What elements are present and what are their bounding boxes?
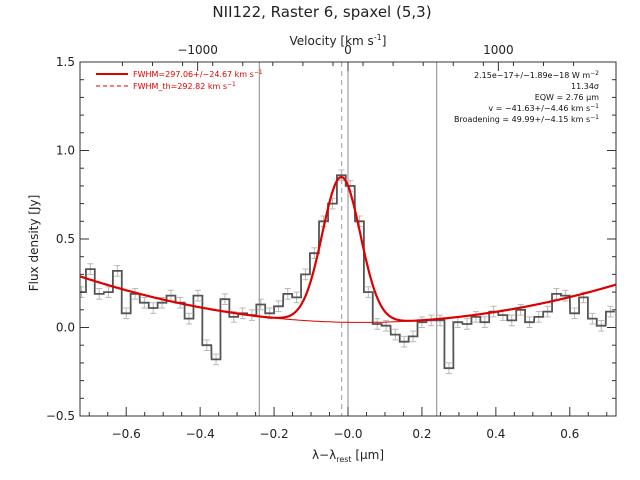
spectrum-point	[259, 303, 262, 306]
x-tick-label: 0.2	[412, 427, 431, 441]
spectrum-point	[573, 312, 576, 315]
x-axis-label-sub: rest	[336, 455, 351, 464]
plot-area: −0.6 −0.4 −0.2 −0.0 0.2 0.4 0.6 −0.5 0.0 0.5 1.0 1.…	[46, 43, 617, 441]
spectrum-point	[349, 185, 352, 187]
spectrum-point	[215, 358, 217, 361]
spectrum-point	[385, 324, 387, 327]
x-tick-label: −0.4	[186, 427, 215, 441]
spectrum-point	[448, 367, 450, 370]
top-tick-label: 0	[344, 43, 352, 57]
spectrum-point	[483, 321, 486, 323]
spectrum-point	[295, 296, 298, 299]
top-axis-label-end: ]	[382, 34, 387, 48]
legend-label: FWHM_th=292.82 km s−1	[133, 81, 236, 91]
annotation-text: v = −41.63+/−4.46 km s−1	[488, 103, 599, 113]
x-tick-label: 0.4	[486, 427, 505, 441]
spectrum-step-line	[80, 174, 615, 370]
spectrum-point	[224, 298, 226, 300]
svg-text:Velocity [km s-1]: Velocity [km s-1]	[290, 33, 387, 48]
spectrum-point	[331, 202, 334, 205]
y-axis-label: Flux density [Jy]	[27, 195, 41, 292]
x-tick-label: 0.6	[560, 427, 579, 441]
plot-clip-group	[80, 169, 616, 375]
spectrum-point	[188, 317, 190, 320]
y-tick-label: 1.5	[56, 55, 75, 69]
annotation-text: Broadening = 49.99+/−4.15 km s−1	[454, 114, 599, 124]
spectrum-point	[197, 294, 199, 297]
annotations: 2.15e−17+/−1.89e−18 W m−2 11.34σ EQW = 2.7…	[454, 70, 599, 124]
legend-label: FWHM=297.06+/−24.67 km s−1	[133, 69, 263, 79]
spectrum-point	[456, 321, 459, 323]
spectrum-point	[143, 301, 146, 304]
spectrum-point	[537, 316, 540, 318]
top-tick-label: −1000	[177, 43, 218, 57]
x-axis-label: λ−λrest [μm]	[312, 448, 384, 464]
spectrum-point	[376, 323, 379, 325]
spectrum-point	[502, 314, 504, 316]
spectrum-point	[152, 307, 154, 309]
spectrum-point	[439, 319, 441, 322]
spectrum-point	[313, 252, 316, 254]
spectrum-point	[403, 340, 405, 343]
spectrum-point	[412, 335, 414, 338]
spectrum-point	[286, 293, 289, 295]
annotation-text: EQW = 2.76 μm	[535, 93, 599, 102]
spectrum-point	[107, 291, 110, 293]
y-tick-label: 0.5	[56, 232, 75, 246]
spectrum-point	[367, 291, 370, 293]
x-axis-label-unit: [μm]	[352, 448, 385, 462]
x-axis-label-text: λ−λ	[312, 448, 336, 462]
x-tick-label: −0.2	[259, 427, 288, 441]
spectrum-point	[582, 296, 585, 299]
spectrum-point	[475, 316, 477, 318]
spectrum-point	[205, 344, 208, 347]
spectrum-point	[268, 312, 271, 315]
svg-text:λ−λrest [μm]: λ−λrest [μm]	[312, 448, 384, 464]
annotation-text: 11.34σ	[571, 82, 599, 91]
spectrum-point	[528, 321, 531, 323]
spectrum-point	[358, 220, 361, 223]
top-axis-label-text: Velocity [km s	[290, 34, 374, 48]
spectrum-point	[98, 293, 101, 295]
spectrum-point	[555, 293, 558, 295]
spectrum-point	[232, 316, 235, 318]
spectrum-point	[600, 324, 603, 327]
fit-total-line	[80, 175, 616, 322]
chart-title: NII122, Raster 6, spaxel (5,3)	[212, 3, 431, 21]
spectrum-point	[421, 321, 423, 323]
top-tick-label: 1000	[483, 43, 514, 57]
x-tick-label: −0.6	[112, 427, 141, 441]
x-tick-label: −0.0	[333, 427, 362, 441]
spectrum-point	[466, 323, 468, 325]
top-axis-label: Velocity [km s-1]	[290, 33, 387, 48]
annotation-text: 2.15e−17+/−1.89e−18 W m−2	[474, 70, 599, 80]
spectrum-point	[277, 305, 280, 308]
spectrum-point	[609, 310, 612, 313]
spectrum-point	[340, 174, 343, 177]
spectrum-point	[394, 333, 397, 336]
spectrum-point	[170, 294, 172, 297]
spectrum-point	[546, 310, 549, 313]
y-tick-label: −0.5	[46, 409, 75, 423]
spectrum-point	[125, 312, 128, 315]
spectrum-point	[564, 294, 567, 297]
spectrum-point	[519, 309, 522, 311]
spectrum-point	[510, 319, 513, 322]
spectrum-point	[161, 301, 163, 304]
y-tick-label: 1.0	[56, 144, 75, 158]
spectrum-point	[591, 317, 594, 320]
spectrum-point	[116, 270, 119, 272]
spectrum-point	[89, 268, 92, 270]
legend: FWHM=297.06+/−24.67 km s−1 FWHM_th=292.82…	[96, 69, 263, 91]
spectrum-point	[304, 273, 307, 276]
y-tick-label: 0.0	[56, 321, 75, 335]
top-axis-label-sup: -1	[374, 33, 382, 42]
